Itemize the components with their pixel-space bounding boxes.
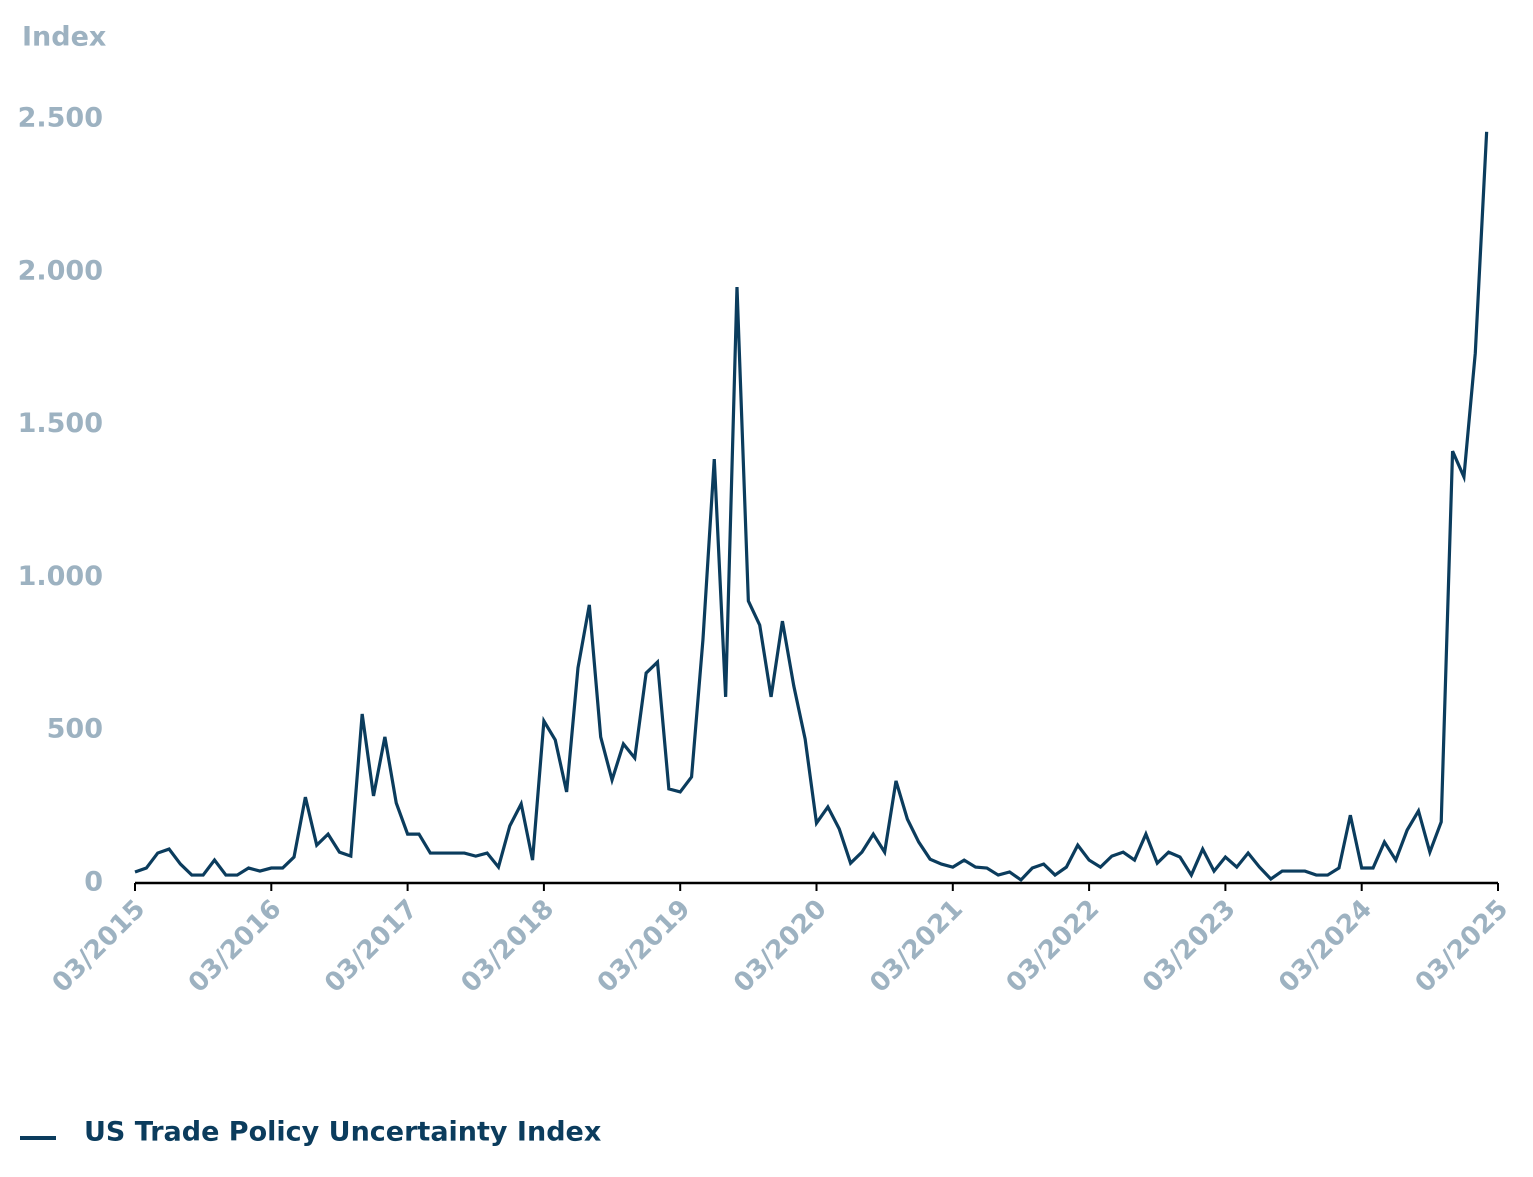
y-tick-label: 2.000 [18, 255, 103, 286]
y-tick-label: 500 [47, 714, 103, 745]
x-tick-label: 03/2023 [1137, 894, 1242, 999]
x-tick-label: 03/2017 [319, 894, 424, 999]
x-tick-label: 03/2020 [728, 894, 833, 999]
y-tick-label: 1.000 [18, 561, 103, 592]
legend-label: US Trade Policy Uncertainty Index [84, 1117, 601, 1148]
x-tick-label: 03/2022 [1001, 894, 1106, 999]
x-tick-label: 03/2021 [864, 894, 969, 999]
data-line [134, 131, 1489, 883]
x-tick-label: 03/2015 [47, 894, 152, 999]
y-tick-label: 0 [84, 867, 103, 898]
x-tick-label: 03/2016 [183, 894, 288, 999]
x-tick-label: 03/2018 [455, 894, 560, 999]
y-axis-title: Index [22, 22, 106, 53]
x-tick-label: 03/2025 [1410, 894, 1515, 999]
x-tick-label: 03/2024 [1273, 894, 1378, 999]
y-tick-label: 2.500 [18, 103, 103, 134]
y-tick-label: 1.500 [18, 408, 103, 439]
x-tick-label: 03/2019 [592, 894, 697, 999]
